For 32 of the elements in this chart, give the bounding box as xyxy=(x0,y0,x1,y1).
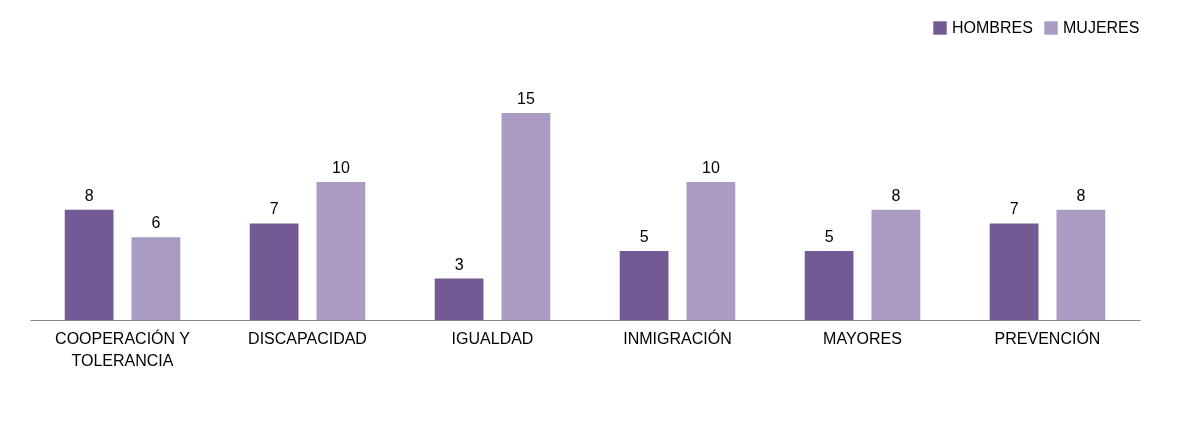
data-label: 3 xyxy=(454,255,464,273)
bar xyxy=(316,182,366,320)
x-tick-label: DISCAPACIDAD xyxy=(248,329,367,347)
data-label: 7 xyxy=(269,200,279,218)
legend-label: MUJERES xyxy=(1063,19,1140,36)
legend-label: HOMBRES xyxy=(952,19,1033,36)
data-label: 7 xyxy=(1009,200,1019,218)
data-label: 8 xyxy=(84,186,94,204)
bar xyxy=(619,251,669,320)
x-tick-label: IGUALDAD xyxy=(451,329,534,347)
data-label: 10 xyxy=(702,159,720,177)
data-label: 10 xyxy=(332,159,350,177)
data-label: 8 xyxy=(891,186,901,204)
data-label: 5 xyxy=(824,228,834,246)
data-label: 6 xyxy=(151,214,161,232)
bar xyxy=(686,182,736,320)
bar xyxy=(64,209,114,320)
x-tick-label: INMIGRACIÓN xyxy=(623,328,732,347)
data-label: 8 xyxy=(1076,186,1086,204)
x-tick-label: PREVENCIÓN xyxy=(994,328,1101,347)
bar xyxy=(989,223,1039,320)
data-label: 5 xyxy=(639,228,649,246)
bar xyxy=(434,278,484,320)
x-tick-label: COOPERACIÓN Y TOLERANCIA xyxy=(55,328,191,369)
x-tick-label: MAYORES xyxy=(823,329,902,347)
data-label: 15 xyxy=(517,90,535,108)
bar xyxy=(501,113,551,320)
bar xyxy=(249,223,299,320)
bar xyxy=(131,237,181,320)
bar xyxy=(871,209,921,320)
bar xyxy=(804,251,854,320)
bar xyxy=(1056,209,1106,320)
